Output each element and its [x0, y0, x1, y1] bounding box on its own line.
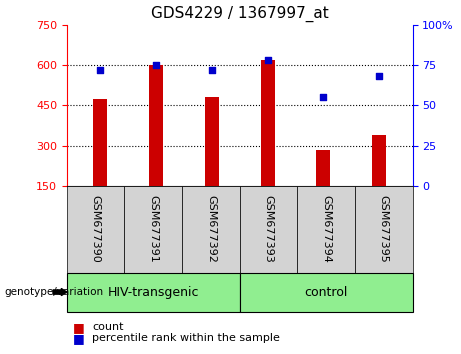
Point: [97, 67, 104, 73]
Text: ■: ■: [72, 332, 84, 344]
Point: [153, 62, 160, 68]
Title: GDS4229 / 1367997_at: GDS4229 / 1367997_at: [151, 6, 329, 22]
Bar: [316, 150, 331, 186]
Point: [264, 57, 271, 63]
Text: percentile rank within the sample: percentile rank within the sample: [92, 333, 280, 343]
Text: GSM677393: GSM677393: [264, 195, 273, 263]
Point: [319, 95, 327, 100]
Text: GSM677392: GSM677392: [206, 195, 216, 263]
Bar: [372, 135, 386, 186]
Text: GSM677390: GSM677390: [91, 195, 100, 263]
Text: GSM677395: GSM677395: [379, 195, 389, 263]
Bar: [149, 65, 163, 186]
Text: GSM677391: GSM677391: [148, 195, 158, 263]
Bar: [93, 99, 107, 186]
Bar: [260, 60, 275, 186]
Text: genotype/variation: genotype/variation: [5, 287, 104, 297]
Bar: [205, 97, 219, 186]
Text: ■: ■: [72, 321, 84, 334]
Text: GSM677394: GSM677394: [321, 195, 331, 263]
Text: HIV-transgenic: HIV-transgenic: [107, 286, 199, 298]
Text: control: control: [304, 286, 348, 298]
Text: count: count: [92, 322, 124, 332]
Point: [208, 67, 216, 73]
Point: [375, 74, 383, 79]
